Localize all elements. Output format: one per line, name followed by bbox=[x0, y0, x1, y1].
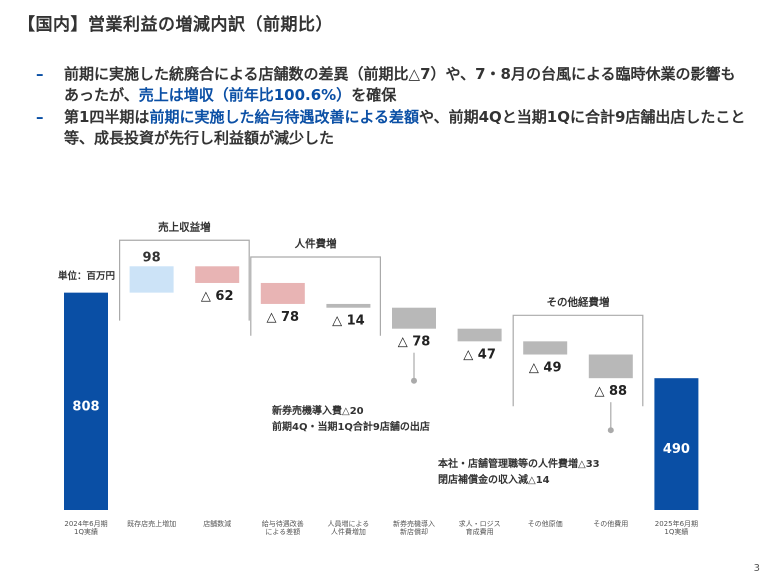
value-label-0: 808 bbox=[72, 400, 99, 415]
group-bracket-0 bbox=[119, 239, 250, 321]
category-label-1: 既存店売上増加 bbox=[127, 519, 176, 528]
category-label-0: 1Q実績 bbox=[74, 527, 98, 536]
page-number: 3 bbox=[753, 563, 760, 574]
category-label-6: 育成費用 bbox=[466, 527, 494, 536]
bullet-item: – 第1四半期は前期に実施した給与待遇改善による差額や、前期4Qと当期1Qに合計… bbox=[36, 107, 746, 149]
bar-7 bbox=[523, 341, 568, 355]
value-label-4: △ 14 bbox=[332, 314, 365, 329]
annotation-pin-dot-0 bbox=[411, 377, 417, 384]
category-label-0: 2024年6月期 bbox=[64, 519, 107, 528]
category-label-7: その他原価 bbox=[528, 519, 563, 528]
annotation-text-1: 閉店補償金の収入減△14 bbox=[438, 473, 550, 486]
category-label-5: 新店償却 bbox=[400, 527, 428, 536]
annotation-pin-dot-1 bbox=[607, 427, 614, 434]
bullet-text: 前期に実施した統廃合による店舗数の差異（前期比△7）や、7・8月の台風による臨時… bbox=[64, 65, 736, 104]
bullet-text: 第1四半期は前期に実施した給与待遇改善による差額や、前期4Qと当期1Qに合計9店… bbox=[64, 108, 745, 147]
unit-label: 単位：百万円 bbox=[58, 271, 116, 282]
category-label-2: 店舗数減 bbox=[203, 519, 231, 528]
category-label-6: 求人・ロジス bbox=[459, 519, 501, 528]
bar-5 bbox=[392, 307, 436, 329]
bullet-highlight: 前期に実施した給与待遇改善による差額 bbox=[149, 108, 420, 126]
page-title: 【国内】営業利益の増減内訳（前期比） bbox=[18, 15, 333, 35]
bar-6 bbox=[457, 328, 502, 342]
summary-bullets: – 前期に実施した統廃合による店舗数の差異（前期比△7）や、7・8月の台風による… bbox=[36, 64, 746, 150]
category-label-9: 1Q実績 bbox=[664, 527, 688, 536]
group-bracket-2 bbox=[512, 314, 644, 407]
bullet-item: – 前期に実施した統廃合による店舗数の差異（前期比△7）や、7・8月の台風による… bbox=[36, 64, 746, 106]
bar-0 bbox=[64, 292, 108, 510]
category-label-8: その他費用 bbox=[593, 519, 628, 528]
bullet-dash: – bbox=[36, 65, 44, 83]
bar-3 bbox=[260, 282, 305, 304]
category-label-3: による差額 bbox=[265, 527, 300, 536]
bar-9 bbox=[654, 378, 699, 510]
bar-8 bbox=[588, 354, 633, 379]
bullet-dash: – bbox=[36, 108, 44, 126]
value-label-3: △ 78 bbox=[266, 310, 299, 325]
bullet-text-part: や、前期4Qと当期1Qに合計9店舗出店したこと等、成長投資が先行し利益額が減少し… bbox=[64, 108, 746, 147]
bullet-text-part: 前期に実施した統廃合による店舗数の差異（前期比△7）や、7・8月の台風による臨時… bbox=[64, 65, 736, 104]
value-label-2: △ 62 bbox=[201, 289, 234, 304]
category-label-4: 人員増による bbox=[328, 519, 370, 528]
annotation-text-0: 新券売機導入費△20 bbox=[272, 404, 364, 417]
category-label-4: 人件費増加 bbox=[331, 527, 366, 536]
annotation-text-0: 前期4Q・当期1Q合計9店舗の出店 bbox=[272, 420, 430, 433]
group-label-1: 人件費増 bbox=[295, 237, 337, 250]
bar-1 bbox=[129, 266, 174, 293]
bar-2 bbox=[195, 266, 240, 283]
bullet-highlight: 売上は増収（前年比100.6%） bbox=[138, 86, 352, 104]
bullet-text-part: 第1四半期は bbox=[64, 108, 150, 126]
value-label-1: 98 bbox=[143, 250, 161, 265]
bullet-text-part: を確保 bbox=[351, 86, 397, 104]
value-label-5: △ 78 bbox=[398, 335, 431, 350]
annotation-text-1: 本社・店舗管理職等の人件費増△33 bbox=[438, 457, 600, 470]
category-label-9: 2025年6月期 bbox=[655, 519, 698, 528]
value-label-8: △ 88 bbox=[594, 384, 627, 399]
value-label-7: △ 49 bbox=[529, 361, 562, 376]
category-label-3: 給与待遇改善 bbox=[262, 519, 304, 528]
value-label-6: △ 47 bbox=[463, 347, 496, 362]
group-label-0: 売上収益増 bbox=[158, 220, 211, 233]
group-bracket-1 bbox=[250, 256, 381, 336]
value-label-9: 490 bbox=[663, 442, 690, 457]
bar-4 bbox=[326, 303, 371, 308]
category-label-5: 新券売機導入 bbox=[393, 519, 435, 528]
group-label-2: その他経費増 bbox=[547, 295, 610, 308]
